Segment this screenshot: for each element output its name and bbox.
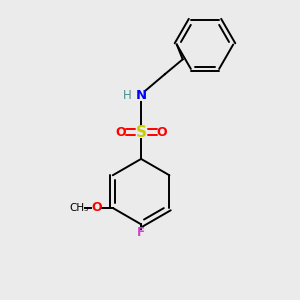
Text: CH₃: CH₃ [70,203,89,213]
Text: O: O [157,126,167,139]
Text: N: N [136,88,147,101]
Text: F: F [137,226,145,239]
Text: O: O [91,202,102,214]
Text: S: S [136,125,147,140]
Text: O: O [115,126,126,139]
Text: H: H [122,88,131,101]
